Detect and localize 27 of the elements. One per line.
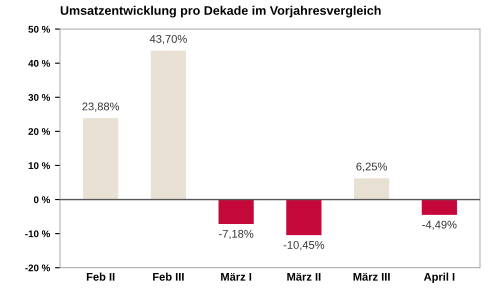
chart-title: Umsatzentwicklung pro Dekade im Vorjahresvergleich <box>60 6 381 18</box>
bar <box>218 200 254 224</box>
x-tick-label: März I <box>221 272 252 281</box>
y-tick-label: 40 % <box>28 60 50 67</box>
data-label: -7,18% <box>219 230 254 240</box>
y-tick-label: -20 % <box>25 264 50 272</box>
data-label: 6,25% <box>356 162 387 172</box>
x-tick-label: Feb II <box>86 272 114 281</box>
x-tick-label: März II <box>287 272 320 281</box>
bar <box>150 50 186 200</box>
x-tick-label: Feb III <box>153 272 184 281</box>
y-tick-label: 10 % <box>28 162 50 170</box>
bar <box>286 200 322 236</box>
y-tick-label: 0 % <box>34 196 50 204</box>
data-label: -4,49% <box>422 220 457 230</box>
data-label: 23,88% <box>82 102 120 112</box>
y-tick-label: 50 % <box>28 26 50 33</box>
bar <box>422 200 457 215</box>
x-tick-label: März III <box>354 272 390 281</box>
data-label: -10,45% <box>284 241 324 250</box>
data-label: 43,70% <box>150 34 187 44</box>
bar <box>354 178 390 200</box>
y-tick-label: 20 % <box>28 128 50 135</box>
bar <box>83 118 118 200</box>
y-tick-label: -10 % <box>25 230 50 238</box>
x-tick-label: April I <box>424 272 454 283</box>
y-tick-label: 30 % <box>28 94 50 101</box>
